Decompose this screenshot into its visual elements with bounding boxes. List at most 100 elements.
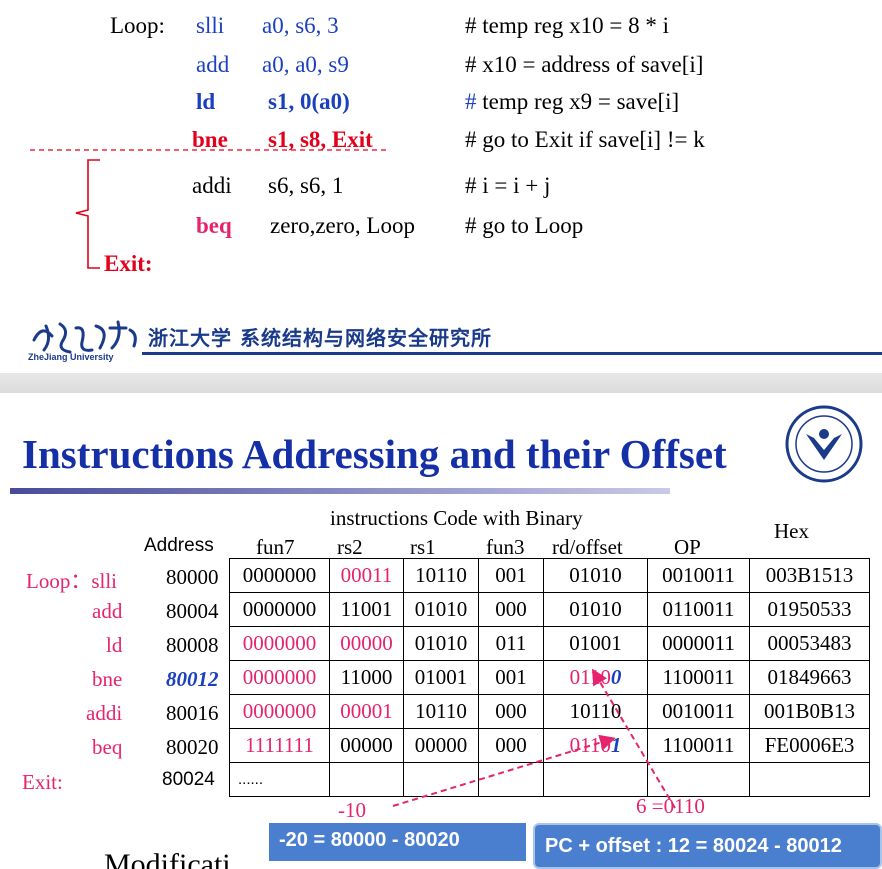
comment-hash: # xyxy=(465,89,477,114)
cell-hex: 00053483 xyxy=(749,626,870,661)
header-rs2: rs2 xyxy=(337,535,363,559)
cell-fun7: 0000000 xyxy=(229,626,330,661)
cell-rs1: 01010 xyxy=(403,592,479,627)
header-op: OP xyxy=(674,535,701,559)
cell-fun7: 1111111 xyxy=(229,728,330,763)
header-hex: Hex xyxy=(774,519,809,543)
rd-offset-bits: 0110 xyxy=(569,733,611,757)
address-80004: 80004 xyxy=(166,599,219,623)
cell-op: 1100011 xyxy=(647,660,750,695)
address-80016: 80016 xyxy=(166,701,219,725)
cell-hex: 001B0B13 xyxy=(749,694,870,729)
offset-minus10: -10 xyxy=(338,798,366,822)
cell-rs2: 00001 xyxy=(329,694,404,729)
header-fun3: fun3 xyxy=(486,535,525,559)
cell-fun7: 0000000 xyxy=(229,694,330,729)
cell-rs1 xyxy=(403,762,479,797)
cell-hex xyxy=(749,762,870,797)
cell-fun7: ...... xyxy=(229,762,330,797)
table-row: 0000000 00001 10110 000 10110 0010011 00… xyxy=(229,694,870,729)
row-label-bne: bne xyxy=(92,667,123,691)
row-label-add: add xyxy=(92,599,123,623)
code-op-addi: addi xyxy=(192,173,232,198)
table-row: 0000000 11001 01010 000 01010 0110011 01… xyxy=(229,592,870,627)
calc-box-right: PC + offset : 12 = 80024 - 80012 xyxy=(533,823,882,869)
table-row: 0000000 11000 01001 001 01100 1100011 01… xyxy=(229,660,870,695)
comment-text: temp reg x9 = save[i] xyxy=(476,89,680,114)
row-label-beq: beq xyxy=(92,735,123,759)
cell-fun3 xyxy=(478,762,544,797)
footer-rule xyxy=(142,352,882,355)
cell-hex: 01950533 xyxy=(749,592,870,627)
address-80008: 80008 xyxy=(166,633,219,657)
cell-rd: 01001 xyxy=(543,626,648,661)
table-header-title: instructions Code with Binary xyxy=(330,506,583,530)
code-args-addi: s6, s6, 1 xyxy=(268,173,344,198)
cell-rs1: 01010 xyxy=(403,626,479,661)
cell-rs2 xyxy=(329,762,404,797)
code-op-ld: ld xyxy=(196,89,216,114)
cell-op: 0110011 xyxy=(647,592,750,627)
title-underline xyxy=(10,488,670,494)
code-op-bne: bne xyxy=(192,127,228,152)
exit-label: Exit: xyxy=(104,251,153,276)
row-label-slli: Loop：slli xyxy=(26,569,118,593)
cell-rs1: 00000 xyxy=(403,728,479,763)
row-label-exit: Exit: xyxy=(22,770,63,794)
row-label-ld: ld xyxy=(106,633,123,657)
code-comment-addi: # i = i + j xyxy=(465,173,551,198)
calc-box-left: -20 = 80000 - 80020 xyxy=(269,823,526,861)
cell-rs1: 10110 xyxy=(403,694,479,729)
cell-fun7: 0000000 xyxy=(229,558,330,593)
code-args-bne: s1, s8, Exit xyxy=(268,127,373,152)
code-op-add: add xyxy=(196,52,230,77)
cell-op: 0010011 xyxy=(647,694,750,729)
table-row: 0000000 00011 10110 001 01010 0010011 00… xyxy=(229,558,870,593)
university-calligraphy-logo xyxy=(32,320,137,354)
cell-rs2: 00000 xyxy=(329,728,404,763)
code-comment-slli: # temp reg x10 = 8 * i xyxy=(465,13,669,38)
slide-separator xyxy=(0,373,882,393)
cell-rs2: 00011 xyxy=(329,558,404,593)
cell-rd: 01100 xyxy=(543,660,648,695)
rd-offset-lsb: 1 xyxy=(610,733,622,757)
row-label-addi: addi xyxy=(86,701,123,725)
header-address: Address xyxy=(144,535,214,556)
cell-op: 0000011 xyxy=(647,626,750,661)
cell-rs1: 01001 xyxy=(403,660,479,695)
cell-rd xyxy=(543,762,648,797)
rd-offset-bits: 0110 xyxy=(569,665,611,689)
cell-op: 1100011 xyxy=(647,728,750,763)
cell-fun3: 000 xyxy=(478,694,544,729)
code-args-ld: s1, 0(a0) xyxy=(268,89,350,114)
header-rd-offset: rd/offset xyxy=(552,535,623,559)
partial-heading: Modificati xyxy=(104,850,231,869)
partial-heading-clip: Modificati xyxy=(104,850,264,869)
code-args-beq: zero,zero, Loop xyxy=(270,213,415,238)
address-80012: 80012 xyxy=(166,667,219,691)
institute-name: 浙江大学 系统结构与网络安全研究所 xyxy=(148,326,492,350)
code-comment-bne: # go to Exit if save[i] != k xyxy=(465,127,705,152)
cell-fun7: 0000000 xyxy=(229,660,330,695)
code-args-add: a0, a0, s9 xyxy=(262,52,349,77)
code-args-slli: a0, s6, 3 xyxy=(262,13,339,38)
cell-fun3: 011 xyxy=(478,626,544,661)
code-comment-beq: # go to Loop xyxy=(465,213,584,238)
cell-rd: 01010 xyxy=(543,558,648,593)
address-80024: 80024 xyxy=(162,769,215,790)
cell-op: 0010011 xyxy=(647,558,750,593)
cell-fun3: 001 xyxy=(478,660,544,695)
fun7-text: 0000000 xyxy=(242,563,317,587)
header-rs1: rs1 xyxy=(410,535,436,559)
address-80000: 80000 xyxy=(166,565,219,589)
slide-title: Instructions Addressing and their Offset xyxy=(22,431,727,477)
code-comment-add: # x10 = address of save[i] xyxy=(465,52,704,77)
cell-rs2: 11000 xyxy=(329,660,404,695)
cell-op xyxy=(647,762,750,797)
rd-offset-lsb: 0 xyxy=(610,665,622,689)
cell-rd: 10110 xyxy=(543,694,648,729)
cell-fun3: 000 xyxy=(478,728,544,763)
cell-rs2: 00000 xyxy=(329,626,404,661)
table-row: 1111111 00000 00000 000 01101 1100011 FE… xyxy=(229,728,870,763)
university-seal-icon xyxy=(785,405,863,483)
